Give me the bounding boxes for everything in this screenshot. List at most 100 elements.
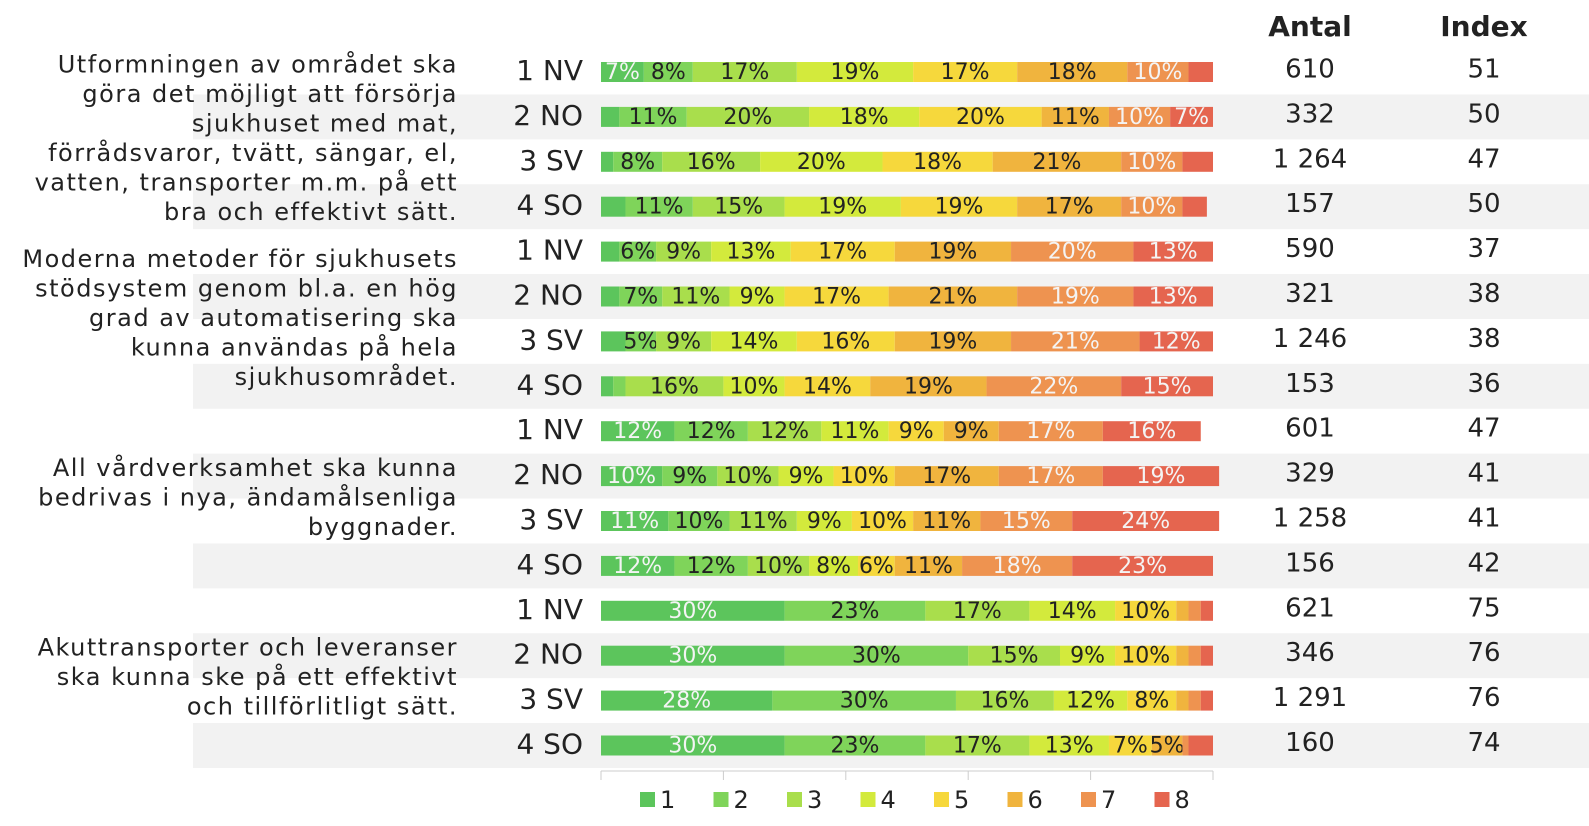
y-tick-label: 3 SV: [519, 144, 583, 177]
table-cell: 76: [1467, 638, 1500, 668]
bar-segment: [1182, 196, 1207, 217]
value-label: 10%: [674, 509, 723, 534]
bar-segment: [601, 645, 785, 666]
bar-segment: [796, 331, 895, 352]
value-label: 9%: [1070, 644, 1105, 669]
value-label: 22%: [1029, 374, 1078, 399]
table-cell: 329: [1285, 459, 1335, 489]
value-label: 10%: [1115, 105, 1164, 130]
bar-segment: [601, 376, 614, 397]
value-label: 17%: [1045, 195, 1094, 220]
bar-segment: [619, 106, 687, 127]
bar-segment: [1017, 286, 1134, 307]
bar-segment: [668, 511, 730, 531]
bar-segment: [1176, 645, 1189, 666]
bar-segment: [1108, 735, 1152, 756]
bar-segment: [601, 466, 663, 487]
y-tick-label: 4 SO: [516, 548, 583, 581]
value-label: 9%: [954, 419, 989, 444]
bar-segment: [870, 376, 987, 397]
legend-label: 3: [807, 786, 822, 814]
bar-segment: [601, 600, 785, 621]
bar-segment: [833, 466, 895, 487]
bar-segment: [1151, 735, 1183, 756]
bar-segment: [1017, 62, 1128, 82]
bar-segment: [656, 331, 712, 352]
value-label: 6%: [859, 554, 894, 579]
value-label: 16%: [980, 689, 1029, 714]
question-text: grad av automatisering ska: [89, 304, 458, 332]
value-label: 11%: [1051, 105, 1100, 130]
table-cell: 160: [1285, 728, 1335, 758]
y-tick-label: 2 NO: [513, 638, 583, 671]
value-label: 11%: [831, 419, 880, 444]
value-label: 20%: [797, 150, 846, 175]
value-label: 12%: [687, 419, 736, 444]
bar-segment: [1115, 645, 1177, 666]
bar-segment: [1182, 151, 1213, 172]
bar-segment: [643, 62, 693, 82]
table-cell: 332: [1285, 99, 1335, 129]
legend-label: 8: [1175, 786, 1190, 814]
value-label: 10%: [1121, 644, 1170, 669]
value-label: 17%: [812, 285, 861, 310]
question-text: ska kunna ske på ett effektivt: [57, 662, 458, 691]
bar-segment: [711, 241, 791, 262]
y-tick-label: 4 SO: [516, 728, 583, 761]
table-cell: 38: [1467, 279, 1500, 309]
value-label: 19%: [1051, 285, 1100, 310]
bar-segment: [1041, 106, 1109, 127]
bar-segment: [601, 106, 620, 127]
value-label: 10%: [1133, 60, 1182, 85]
bar-segment: [998, 466, 1103, 487]
bar-segment: [1133, 286, 1213, 307]
legend-label: 6: [1028, 786, 1043, 814]
value-label: 21%: [928, 285, 977, 310]
bar-segment: [925, 735, 1030, 756]
bar-segment: [882, 151, 993, 172]
bar-segment: [692, 196, 785, 217]
value-label: 18%: [913, 150, 962, 175]
bar-segment: [613, 376, 626, 397]
value-label: 8%: [651, 60, 686, 85]
value-label: 15%: [1002, 509, 1051, 534]
column-header: Antal: [1268, 10, 1351, 43]
table-cell: 153: [1285, 369, 1335, 399]
value-label: 9%: [666, 240, 701, 265]
bar-segment: [760, 151, 883, 172]
table-cell: 41: [1467, 459, 1500, 489]
bar-segment: [943, 421, 999, 442]
legend-swatch: [787, 792, 802, 807]
y-tick-label: 3 SV: [519, 323, 583, 356]
bar-segment: [962, 555, 1073, 576]
bar-segment: [784, 196, 901, 217]
bar-segment: [1188, 690, 1201, 711]
value-label: 19%: [935, 195, 984, 220]
bar-segment: [1121, 376, 1213, 397]
value-label: 13%: [1149, 285, 1198, 310]
value-label: 13%: [1149, 240, 1198, 265]
bar-segment: [986, 376, 1122, 397]
value-label: 9%: [666, 329, 701, 354]
value-label: 17%: [720, 60, 769, 85]
bar-segment: [601, 196, 626, 217]
bar-segment: [1115, 600, 1177, 621]
value-label: 11%: [610, 509, 659, 534]
bar-segment: [601, 690, 773, 711]
bar-segment: [919, 106, 1042, 127]
bar-segment: [772, 690, 956, 711]
bar-segment: [1188, 600, 1201, 621]
bar-segment: [747, 555, 810, 576]
value-label: 19%: [928, 329, 977, 354]
bar-segment: [955, 690, 1054, 711]
y-tick-label: 1 NV: [516, 234, 583, 267]
value-label: 11%: [904, 554, 953, 579]
value-label: 19%: [831, 60, 880, 85]
value-label: 10%: [1127, 150, 1176, 175]
table-cell: 157: [1285, 189, 1335, 219]
bar-segment: [1072, 511, 1220, 531]
value-label: 19%: [1137, 464, 1186, 489]
bar-segment: [601, 151, 614, 172]
bar-segment: [809, 555, 859, 576]
bar-segment: [601, 555, 675, 576]
